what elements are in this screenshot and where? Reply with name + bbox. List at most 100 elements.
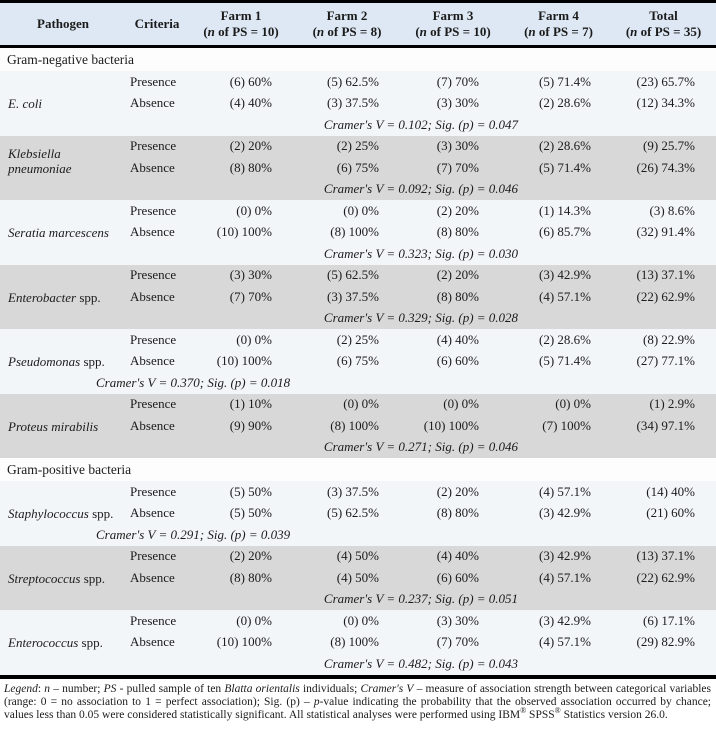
criteria-cell: Presence [126,329,188,351]
value-cell: (3) 42.9% [506,502,611,524]
pathogen-spacer-cell [0,307,126,329]
pathogen-spacer-cell [0,372,126,394]
value-cell: (2) 20% [400,264,506,286]
value-cell: (5) 71.4% [506,157,611,179]
value-cell: (12) 34.3% [611,92,716,114]
criteria-cell: Presence [126,135,188,157]
value-cell: (0) 0% [400,393,506,415]
value-cell: (2) 28.6% [506,135,611,157]
col-header-farm2: Farm 2 (n of PS = 8) [294,1,400,48]
value-cell: (14) 40% [611,481,716,503]
value-cell: (7) 70% [400,157,506,179]
value-cell: (29) 82.9% [611,631,716,653]
value-cell: (4) 40% [188,92,294,114]
value-cell: (21) 60% [611,502,716,524]
value-cell: (2) 28.6% [506,329,611,351]
value-cell: (10) 100% [188,221,294,243]
value-cell: (3) 37.5% [294,481,400,503]
absence-row: Absence (8) 80% (4) 50% (6) 60% (4) 57.1% (22… [0,567,716,589]
value-cell: (1) 2.9% [611,393,716,415]
value-cell: (5) 50% [188,481,294,503]
value-cell: (34) 97.1% [611,415,716,437]
presence-row: Staphylococcus spp. Presence (5) 50% (3) 37… [0,481,716,524]
criteria-cell: Presence [126,200,188,222]
pathogen-name: Streptococcus spp. [0,545,126,589]
value-cell: (5) 62.5% [294,502,400,524]
value-cell: (10) 100% [188,631,294,653]
pathogen-spacer-cell [0,114,126,136]
absence-row: Absence (7) 70% (3) 37.5% (8) 80% (4) 57.1%(… [0,286,716,308]
pathogen-name: Klebsiella pneumoniae [0,135,126,179]
value-cell: (6) 60% [400,350,506,372]
pathogen-name: Pseudomonas spp. [0,329,126,372]
value-cell: (3) 42.9% [506,610,611,632]
col-header-criteria: Criteria [126,1,188,48]
value-cell: (22) 62.9% [611,286,716,308]
criteria-cell: Absence [126,415,188,437]
cramer-row: Cramer's V = 0.102; Sig. (p) = 0.047 [0,114,716,136]
value-cell: (8) 80% [400,502,506,524]
value-cell: (5) 71.4% [506,350,611,372]
cramer-row: Cramer's V = 0.291; Sig. (p) = 0.039 [0,524,716,546]
cramer-row: Cramer's V = 0.323; Sig. (p) = 0.030 [0,243,716,265]
value-cell: (7) 100% [506,415,611,437]
value-cell: (9) 25.7% [611,135,716,157]
value-cell: (6) 60% [188,71,294,93]
pathogen-name: Seratia marcescens [0,200,126,243]
value-cell: (4) 50% [294,567,400,589]
pathogen-name: Staphylococcus spp. [0,481,126,524]
absence-row: Absence (9) 90% (8) 100% (10) 100% (7) 100%(… [0,415,716,437]
value-cell: (0) 0% [188,329,294,351]
section-row: Gram-positive bacteria [0,458,716,481]
absence-row: Absence (5) 50% (5) 62.5% (8) 80% (3) 42.9%(… [0,502,716,524]
criteria-cell: Absence [126,286,188,308]
value-cell: (7) 70% [188,286,294,308]
absence-row: Absence (10) 100% (8) 100% (7) 70% (4) 57.1%… [0,631,716,653]
pathogen-spacer-cell [0,436,126,458]
col-header-farm1: Farm 1 (n of PS = 10) [188,1,294,48]
value-cell: (32) 91.4% [611,221,716,243]
value-cell: (8) 100% [294,631,400,653]
section-row: Gram-negative bacteria [0,46,716,71]
value-cell: (0) 0% [188,200,294,222]
value-cell: (3) 42.9% [506,264,611,286]
cramer-statistic: Cramer's V = 0.092; Sig. (p) = 0.046 [126,178,716,200]
value-cell: (8) 80% [188,157,294,179]
value-cell: (3) 42.9% [506,545,611,567]
value-cell: (3) 8.6% [611,200,716,222]
value-cell: (4) 57.1% [506,567,611,589]
value-cell: (6) 85.7% [506,221,611,243]
value-cell: (8) 22.9% [611,329,716,351]
presence-row: Proteus mirabilis Presence (1) 10% (0) 0% (0… [0,393,716,437]
value-cell: (7) 70% [400,631,506,653]
criteria-cell: Absence [126,157,188,179]
value-cell: (27) 77.1% [611,350,716,372]
col-header-total: Total (n of PS = 35) [611,1,716,48]
cramer-row: Cramer's V = 0.092; Sig. (p) = 0.046 [0,178,716,200]
value-cell: (4) 40% [400,545,506,567]
value-cell: (0) 0% [294,200,400,222]
value-cell: (26) 74.3% [611,157,716,179]
criteria-cell: Presence [126,264,188,286]
pathogen-spacer-cell [0,653,126,675]
col-header-farm2-subtitle: (n of PS = 8) [312,24,382,39]
cramer-row: Cramer's V = 0.329; Sig. (p) = 0.028 [0,307,716,329]
presence-row: Enterococcus spp. Presence (0) 0% (0) 0% (3)… [0,610,716,653]
value-cell: (4) 57.1% [506,481,611,503]
value-cell: (2) 20% [188,135,294,157]
cramer-statistic: Cramer's V = 0.482; Sig. (p) = 0.043 [126,653,716,675]
criteria-cell: Absence [126,221,188,243]
table-legend: Legend: n – number; PS - pulled sample o… [0,674,716,726]
value-cell: (1) 14.3% [506,200,611,222]
criteria-cell: Presence [126,71,188,93]
value-cell: (7) 70% [400,71,506,93]
cramer-statistic: Cramer's V = 0.291; Sig. (p) = 0.039 [96,524,716,546]
value-cell: (8) 80% [400,221,506,243]
presence-row: Klebsiella pneumoniae Presence (2) 20% (2) … [0,135,716,179]
col-header-farm3: Farm 3 (n of PS = 10) [400,1,506,48]
value-cell: (10) 100% [400,415,506,437]
cramer-statistic: Cramer's V = 0.323; Sig. (p) = 0.030 [126,243,716,265]
pathogen-name: Proteus mirabilis [0,393,126,437]
value-cell: (6) 60% [400,567,506,589]
value-cell: (2) 25% [294,329,400,351]
